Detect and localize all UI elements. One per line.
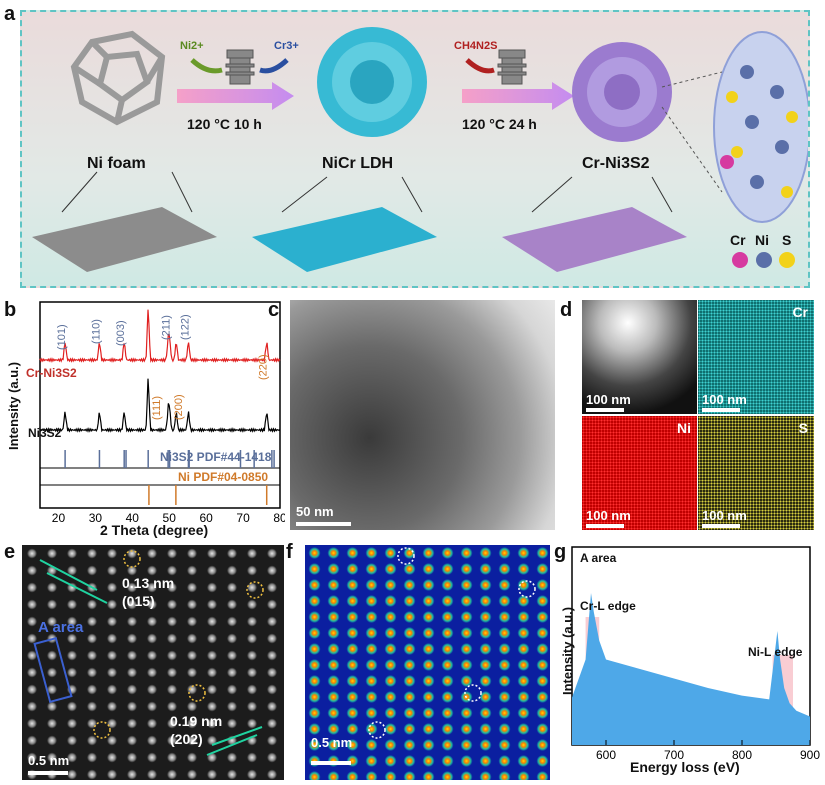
schematic-graphic: [32, 27, 808, 272]
xrd-ni-card: Ni PDF#04-0850: [178, 470, 269, 484]
panel-e-label: e: [4, 541, 16, 563]
xrd-xtick: 80: [273, 511, 285, 525]
tem-scale-text: 50 nm: [296, 504, 334, 519]
reagent-label: CH4N2S: [454, 40, 498, 52]
xrd-xtick: 30: [89, 511, 103, 525]
s-map: S 100 nm: [698, 416, 814, 530]
xrd-hkl-ni: (111): [151, 396, 163, 420]
xrd-trace-0: [39, 309, 281, 364]
xrd-hkl-ni: (220): [258, 354, 270, 380]
tem-scalebar: [296, 522, 351, 526]
ni-map: Ni 100 nm: [582, 416, 697, 530]
xrd-xtick: 60: [199, 511, 213, 525]
eels-xtick: 700: [664, 748, 684, 762]
substrate-2: [252, 207, 437, 272]
eels-xtick: 800: [732, 748, 752, 762]
xrd-hkl-ni: (200): [173, 394, 185, 420]
ni-map-label: Ni: [677, 420, 691, 436]
f-scale: 0.5 nm: [311, 735, 353, 750]
panel-g-label: g: [554, 541, 567, 563]
panel-f-label: f: [286, 541, 293, 563]
substrate-1: [32, 207, 217, 272]
eels-xtick: 600: [596, 748, 616, 762]
g-ylabel: Intensity (a.u.): [560, 606, 575, 695]
e-area-label: A area: [38, 619, 84, 636]
eels-xtick: 900: [800, 748, 820, 762]
step2-label: 120 °C 24 h: [462, 116, 537, 132]
substrate-3: [502, 207, 687, 272]
legend-ni: Ni: [755, 232, 769, 248]
haadf-image: 100 nm: [582, 300, 697, 414]
tem-image: 50 nm: [290, 300, 555, 530]
xrd-xtick: 70: [236, 511, 250, 525]
arrow-step2: [462, 82, 574, 110]
xrd-xtick: 20: [52, 511, 66, 525]
e-scale: 0.5 nm: [28, 753, 70, 768]
arrow-step1: [177, 82, 294, 110]
xrd-hkl-ni3s2: (101): [56, 324, 68, 350]
xrd-hkl-ni3s2: (110): [90, 319, 102, 344]
xrd-hkl-ni3s2: (122): [179, 314, 191, 340]
material-nicr-ldh: NiCr LDH: [322, 155, 394, 172]
autoclave-1: [225, 49, 255, 85]
e-plane-1: (015): [122, 593, 155, 609]
filtered-atomic-image: 0.5 nm: [305, 545, 550, 780]
xrd-trace-1: [39, 378, 281, 434]
xrd-hkl-ni3s2: (003): [115, 320, 127, 346]
panel-b-label: b: [4, 299, 17, 321]
material-ni-foam: Ni foam: [87, 155, 146, 172]
ni-ion-label: Ni2+: [180, 40, 204, 52]
xrd-ylabel: Intensity (a.u.): [6, 361, 21, 450]
ni-map-scale: 100 nm: [586, 508, 631, 523]
eels-chart: 600 700 800 900 A area Cr-L edge Ni-L edge …: [556, 545, 821, 780]
cr-ion-label: Cr3+: [274, 40, 299, 52]
haadf-scale: 100 nm: [586, 392, 631, 407]
s-map-label: S: [798, 420, 808, 436]
e-plane-2: (202): [170, 731, 203, 747]
panel-c-label: c: [268, 299, 280, 321]
g-cr-edge: Cr-L edge: [580, 599, 636, 613]
haadf-atomic-image: 0.13 nm (015) 0.19 nm (202) A area 0.5 n…: [22, 545, 284, 780]
g-area-label: A area: [580, 551, 617, 565]
xrd-sample-label: Cr-Ni3S2: [26, 366, 77, 380]
legend-s: S: [782, 232, 792, 248]
g-ni-edge: Ni-L edge: [748, 645, 803, 659]
eels-plot: 600 700 800 900: [571, 546, 820, 762]
xrd-hkl-ni3s2: (211): [161, 315, 173, 340]
cr-map: Cr 100 nm: [698, 300, 814, 414]
xrd-xlabel: 2 Theta (degree): [100, 522, 209, 538]
cr-map-scale: 100 nm: [702, 392, 747, 407]
panel-a-schematic: Ni2+ Cr3+ CH4N2S 120 °C 10 h 120 °C 24 h…: [20, 10, 810, 288]
material-cr-ni3s2: Cr-Ni3S2: [582, 155, 650, 172]
eds-maps: 100 nm Cr 100 nm Ni 100 nm S 100 nm: [582, 300, 814, 530]
crystal-structure: [713, 31, 808, 223]
ni-foam-cage: [70, 30, 166, 126]
xrd-ref-label: Ni3S2: [28, 426, 62, 440]
panel-a-label: a: [4, 3, 16, 25]
e-spacing-1: 0.13 nm: [122, 575, 175, 591]
cr-map-label: Cr: [792, 304, 808, 320]
step1-label: 120 °C 10 h: [187, 116, 262, 132]
xrd-plot: 20 30 40 50 60 70 80 (101) (110) (003) (211) (122) (…: [39, 301, 287, 525]
xrd-xtick: 40: [126, 511, 140, 525]
ldh-flower: [317, 27, 427, 137]
s-map-scale: 100 nm: [702, 508, 747, 523]
e-spacing-2: 0.19 nm: [170, 713, 223, 729]
xrd-xtick: 50: [163, 511, 177, 525]
panel-d-label: d: [560, 299, 573, 321]
autoclave-2: [497, 49, 527, 85]
nis-flower: [572, 42, 672, 142]
g-xlabel: Energy loss (eV): [630, 759, 740, 775]
xrd-chart: 20 30 40 50 60 70 80 (101) (110) (003) (211) (122) (…: [6, 300, 287, 540]
legend-cr: Cr: [730, 232, 746, 248]
xrd-ni3s2-card: Ni3S2 PDF#44-1418: [160, 450, 272, 464]
